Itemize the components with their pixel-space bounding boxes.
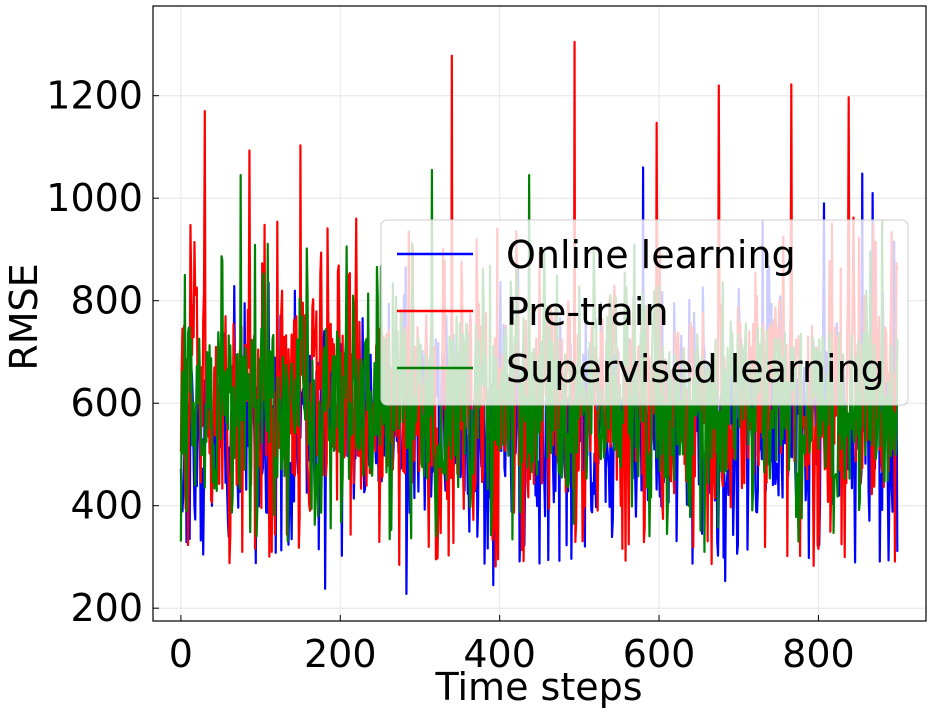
legend-box [380, 219, 909, 406]
y-tick-label: 1000 [46, 176, 143, 220]
x-tick-label: 0 [169, 632, 193, 676]
legend: Online learning Pre-train Supervised learn… [380, 219, 909, 406]
axis-ticks: 0 200 400 600 800 200 400 600 800 1000 1200 [46, 74, 854, 676]
x-tick-label: 400 [463, 632, 536, 676]
x-tick-label: 600 [623, 632, 696, 676]
legend-label-1: Online learning [506, 233, 796, 277]
axes-frame [152, 5, 927, 622]
y-tick-label: 800 [70, 279, 143, 323]
x-axis-label: Time steps [434, 665, 642, 709]
y-tick-label: 400 [70, 484, 143, 528]
plot-frame [152, 5, 927, 622]
x-tick-label: 200 [304, 632, 377, 676]
y-tick-label: 600 [70, 381, 143, 425]
legend-label-2: Pre-train [506, 290, 669, 334]
x-tick-label: 800 [782, 632, 855, 676]
y-tick-label: 1200 [46, 74, 143, 118]
y-tick-label: 200 [70, 586, 143, 630]
y-axis-label: RMSE [2, 263, 46, 370]
legend-label-3: Supervised learning [506, 347, 885, 391]
